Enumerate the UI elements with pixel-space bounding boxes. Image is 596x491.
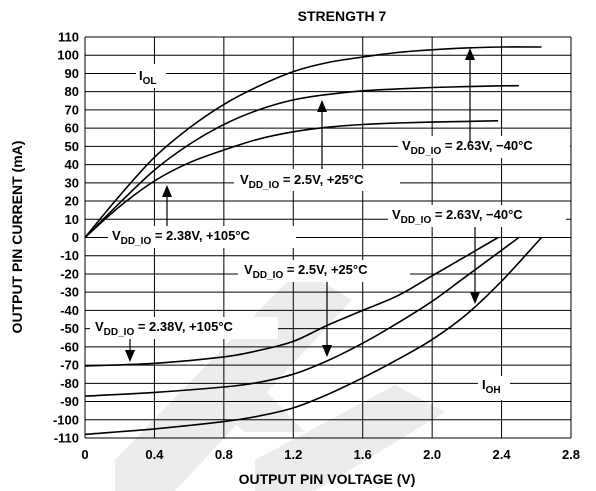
arrow-head-1 [465, 48, 475, 60]
y-tick-label: -70 [60, 358, 79, 373]
y-tick-label: 80 [65, 84, 79, 99]
ioh-label-main: I [482, 377, 486, 392]
y-tick-label: 50 [65, 139, 79, 154]
cond-label-2: VDD_IO = 2.5V, +25°C [240, 172, 364, 191]
series-line-1 [84, 46, 542, 239]
chart-annotations: IOL IOH VDD_IO = 2.63V, −40°C VDD_IO = 2… [90, 48, 570, 400]
y-tick-label: 110 [58, 30, 79, 45]
y-tick-label: -30 [60, 285, 79, 300]
x-tick-label: 2.8 [562, 447, 580, 462]
arrow-head-2 [317, 100, 327, 112]
cond-label-4-sub: DD_IO [401, 215, 432, 226]
cond-label-3-bg [108, 226, 296, 248]
arrow-head-4 [470, 292, 480, 304]
iol-label-main: I [139, 68, 143, 83]
y-tick-label: 10 [65, 212, 79, 227]
cond-label-1-bg [398, 136, 570, 158]
iol-label-bg [136, 64, 166, 88]
cond-label-6-rest: = 2.38V, +105°C [134, 319, 233, 334]
chart-title: STRENGTH 7 [298, 8, 387, 24]
cond-label-1: VDD_IO = 2.63V, −40°C [402, 138, 533, 157]
arrow-head-5 [322, 345, 332, 357]
cond-label-6-v: V [95, 319, 104, 334]
cond-label-3-v: V [112, 228, 121, 243]
cond-label-2-bg [234, 169, 400, 191]
y-tick-label: -100 [53, 412, 79, 427]
y-tick-label: 90 [65, 66, 79, 81]
cond-label-3: VDD_IO = 2.38V, +105°C [112, 228, 251, 247]
cond-label-4-bg [388, 205, 566, 227]
cond-label-1-sub: DD_IO [411, 146, 442, 157]
arrow-head-3 [162, 185, 172, 197]
x-tick-label: 0 [81, 447, 88, 462]
cond-label-2-rest: = 2.5V, +25°C [279, 172, 364, 187]
cond-label-1-rest: = 2.63V, −40°C [441, 138, 533, 153]
cond-label-5: VDD_IO = 2.5V, +25°C [244, 262, 368, 281]
y-tick-label: 70 [65, 102, 79, 117]
cond-label-6-bg [90, 317, 278, 339]
y-tick-label: 100 [57, 48, 79, 63]
y-tick-label: 20 [65, 194, 79, 209]
series-curves [84, 46, 543, 436]
series-line-5 [84, 236, 520, 397]
x-tick-label: 2.0 [423, 447, 441, 462]
y-tick-label: 40 [65, 157, 79, 172]
series-line-2 [84, 84, 519, 239]
y-tick-label: -60 [60, 339, 79, 354]
x-tick-label: 1.2 [284, 447, 302, 462]
iol-label: IOL [139, 68, 157, 87]
cond-label-5-rest: = 2.5V, +25°C [283, 262, 368, 277]
cond-label-3-rest: = 2.38V, +105°C [151, 228, 250, 243]
iol-label-sub: OL [143, 76, 157, 87]
cond-label-5-v: V [244, 262, 253, 277]
cond-label-2-sub: DD_IO [249, 180, 280, 191]
x-tick-label: 0.4 [145, 447, 164, 462]
cond-label-3-sub: DD_IO [121, 236, 152, 247]
y-axis-label: OUTPUT PIN CURRENT (mA) [9, 141, 25, 334]
x-tick-label: 0.8 [215, 447, 233, 462]
cond-label-6: VDD_IO = 2.38V, +105°C [95, 319, 234, 338]
y-tick-labels: 1101009080706050403020100-10-20-30-40-50… [53, 30, 79, 446]
y-tick-label: -110 [54, 431, 79, 446]
x-tick-labels: 0 0.4 0.8 1.2 1.6 2.0 2.4 2.8 [81, 447, 580, 462]
y-tick-label: -50 [60, 321, 79, 336]
y-tick-label: 30 [65, 175, 79, 190]
ioh-label-sub: OH [486, 385, 501, 396]
ioh-label: IOH [482, 377, 501, 396]
x-tick-label: 2.4 [493, 447, 512, 462]
cond-label-5-bg [238, 260, 410, 282]
y-tick-label: -80 [60, 376, 79, 391]
cond-label-5-sub: DD_IO [253, 270, 284, 281]
y-tick-label: 0 [72, 230, 79, 245]
arrow-head-6 [125, 350, 135, 362]
y-tick-label: 60 [65, 121, 79, 136]
y-tick-label: -90 [60, 394, 79, 409]
y-tick-label: -10 [60, 248, 79, 263]
series-line-6 [84, 236, 499, 367]
ioh-label-bg [478, 376, 510, 400]
cond-label-4: VDD_IO = 2.63V, −40°C [392, 207, 523, 226]
cond-label-1-v: V [402, 138, 411, 153]
watermark-shape [115, 268, 445, 491]
cond-label-4-v: V [392, 207, 401, 222]
y-tick-label: -40 [60, 303, 79, 318]
x-axis-label: OUTPUT PIN VOLTAGE (V) [239, 471, 416, 487]
cond-label-2-v: V [240, 172, 249, 187]
series-line-3 [84, 120, 499, 239]
series-line-4 [84, 236, 543, 436]
x-tick-label: 1.6 [354, 447, 372, 462]
y-tick-label: -20 [60, 266, 79, 281]
cond-label-6-sub: DD_IO [104, 327, 135, 338]
cond-label-4-rest: = 2.63V, −40°C [431, 207, 523, 222]
